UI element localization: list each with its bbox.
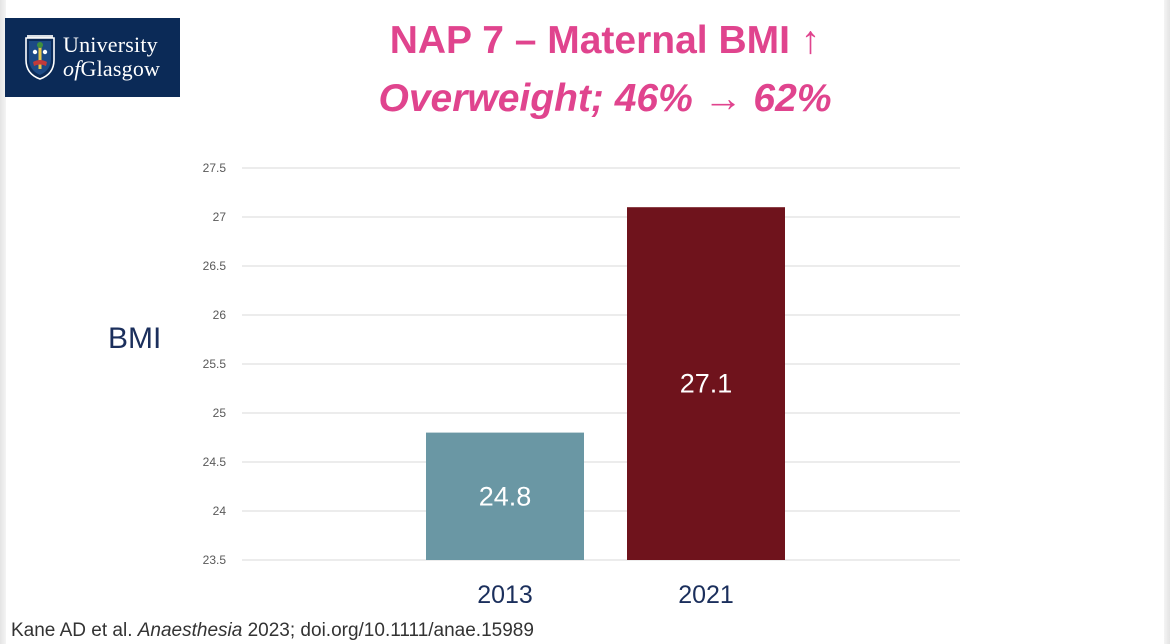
x-category-label: 2013 (477, 581, 533, 609)
university-crest-icon (25, 35, 55, 80)
logo-text-glasgow-word: Glasgow (80, 56, 161, 81)
bar-2021 (627, 207, 785, 560)
citation-journal: Anaesthesia (137, 620, 243, 641)
citation-details: 2023; doi.org/10.1111/anae.15989 (242, 620, 534, 641)
logo-text-of: of (63, 56, 81, 81)
citation-authors: Kane AD et al. (11, 620, 138, 641)
y-tick-label: 24.5 (203, 455, 227, 469)
bar-2013 (426, 432, 584, 560)
university-logo: University ofGlasgow (5, 18, 180, 97)
y-tick-label: 26.5 (203, 259, 227, 273)
logo-text-glasgow: ofGlasgow (63, 57, 160, 81)
slide-left-edge (0, 0, 6, 644)
y-tick-label: 25 (213, 406, 227, 420)
y-tick-label: 27.5 (203, 161, 227, 175)
y-tick-label: 24 (213, 504, 227, 518)
x-category-label: 2021 (678, 581, 734, 609)
bar-data-label: 27.1 (680, 369, 733, 399)
y-tick-label: 27 (213, 210, 227, 224)
slide-subtitle: Overweight; 46% → 62% (378, 77, 832, 120)
citation: Kane AD et al. Anaesthesia 2023; doi.org… (11, 620, 534, 642)
y-axis-label: BMI (108, 322, 162, 355)
y-tick-label: 26 (213, 308, 227, 322)
slide-title: NAP 7 – Maternal BMI ↑ (389, 19, 821, 62)
slide-right-edge (1164, 0, 1170, 644)
y-tick-label: 23.5 (203, 553, 227, 567)
logo-text-university: University (63, 32, 158, 57)
bar-data-label: 24.8 (479, 481, 532, 511)
y-tick-label: 25.5 (203, 357, 227, 371)
